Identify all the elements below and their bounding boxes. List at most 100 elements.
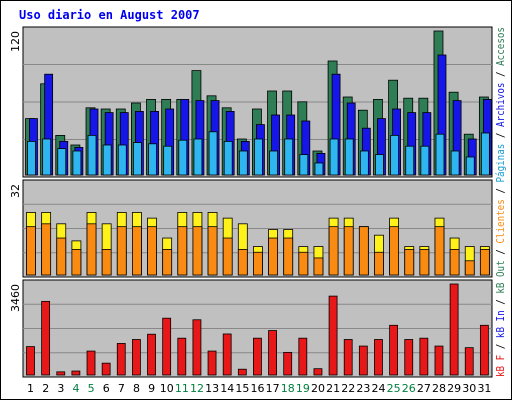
bar-archivos-day-22: [344, 138, 354, 176]
bar-archivos-day-24: [375, 154, 384, 176]
bar-kb-f-day-31: [479, 324, 489, 376]
legend-accesos: Accesos: [494, 27, 507, 66]
bar-archivos-day-20: [314, 162, 324, 176]
bar-accesos-day-1: [26, 226, 36, 276]
bar-accesos-day-26: [404, 249, 415, 276]
bar-archivos-day-19: [299, 154, 309, 176]
panel-clients: 32: [9, 179, 493, 278]
x-label-day-28: 28: [432, 382, 446, 395]
bar-accesos-day-13: [207, 226, 218, 276]
bar-accesos-day-14: [222, 237, 233, 276]
legend-kb-out: kB Out: [494, 260, 507, 293]
x-label-day-9: 9: [148, 382, 155, 395]
bar-accesos-day-25: [389, 226, 400, 276]
x-label-day-25: 25: [387, 382, 401, 395]
x-label-day-14: 14: [220, 382, 234, 395]
x-label-day-24: 24: [372, 382, 386, 395]
bar-archivos-day-14: [223, 140, 233, 176]
bar-kb-f-day-24: [374, 339, 383, 376]
bar-accesos-day-19: [298, 251, 309, 276]
bar-archivos-day-13: [208, 131, 218, 176]
bar-accesos-day-11: [177, 226, 188, 276]
bar-kb-f-day-22: [343, 339, 353, 376]
bar-accesos-day-24: [374, 251, 384, 276]
bar-accesos-day-3: [56, 237, 67, 276]
bar-accesos-day-31: [479, 249, 490, 276]
bar-kb-f-day-2: [41, 300, 51, 376]
bar-accesos-day-17: [268, 237, 278, 276]
bar-accesos-day-28: [434, 226, 445, 276]
bar-kb-f-day-14: [222, 333, 232, 376]
x-label-day-23: 23: [356, 382, 370, 395]
bar-kb-f-day-10: [162, 317, 172, 376]
x-label-day-19: 19: [296, 382, 310, 395]
panel-traffic-ymax-label: 3460: [9, 284, 22, 312]
legend-kb-in: kB In: [494, 310, 507, 338]
bar-archivos-day-1: [27, 140, 36, 176]
x-label-day-30: 30: [462, 382, 476, 395]
bar-accesos-day-5: [86, 223, 97, 276]
panel-visits-ymax-label: 120: [9, 31, 22, 52]
x-label-day-6: 6: [103, 382, 110, 395]
bar-archivos-day-10: [163, 145, 173, 176]
x-label-day-4: 4: [72, 382, 79, 395]
bar-kb-f-day-6: [101, 362, 111, 376]
panel-traffic: 3460: [9, 279, 493, 378]
bar-kb-f-day-15: [237, 368, 247, 376]
bar-accesos-day-18: [283, 237, 294, 276]
bar-kb-f-day-18: [283, 351, 293, 376]
x-label-day-29: 29: [447, 382, 461, 395]
bar-kb-f-day-29: [449, 283, 459, 376]
bar-accesos-day-12: [192, 226, 203, 276]
bar-archivos-day-18: [284, 138, 294, 176]
panel-visits: 120: [9, 26, 493, 178]
bar-archivos-day-31: [480, 132, 490, 176]
bar-kb-f-day-28: [434, 345, 444, 376]
bar-accesos-day-2: [41, 223, 52, 276]
x-label-day-8: 8: [133, 382, 140, 395]
bar-accesos-day-4: [71, 249, 82, 276]
bar-archivos-day-9: [148, 143, 157, 176]
bar-kb-f-day-11: [177, 337, 187, 376]
x-label-day-26: 26: [402, 382, 416, 395]
bar-kb-f-day-4: [71, 370, 81, 376]
bar-kb-f-day-26: [404, 339, 414, 376]
bar-accesos-day-15: [237, 249, 248, 276]
bar-kb-f-day-27: [419, 337, 429, 376]
bar-kb-f-day-30: [464, 347, 474, 376]
x-axis-labels: 1 2 3 4 5 6 7 8 9 10 11 12 13 14 15 16 17 18 19 20 21 22 23 24 2…: [27, 382, 491, 395]
bar-kb-f-day-3: [56, 371, 66, 376]
bar-archivos-day-4: [72, 150, 82, 176]
x-label-day-12: 12: [190, 382, 204, 395]
bar-archivos-day-15: [238, 150, 248, 176]
bar-archivos-day-30: [465, 156, 475, 176]
bar-archivos-day-25: [390, 134, 400, 176]
bar-kb-f-day-1: [26, 346, 35, 376]
x-label-day-18: 18: [281, 382, 295, 395]
x-label-day-7: 7: [118, 382, 125, 395]
x-label-day-21: 21: [326, 382, 340, 395]
bar-accesos-day-6: [101, 249, 112, 276]
bar-archivos-day-8: [132, 142, 142, 176]
bar-accesos-day-9: [147, 226, 157, 276]
bar-kb-f-day-9: [147, 333, 156, 376]
right-axis-legend: kB F / kB In / kB Out / Clientes / Págin…: [494, 27, 507, 377]
right-axis-labels: kB F / kB In / kB Out / Clientes / Págin…: [494, 27, 507, 377]
x-label-day-1: 1: [27, 382, 34, 395]
bar-accesos-day-20: [313, 257, 324, 276]
bar-archivos-day-6: [102, 144, 112, 176]
bar-archivos-day-21: [329, 138, 339, 176]
bar-archivos-day-5: [87, 134, 97, 176]
x-label-day-13: 13: [205, 382, 219, 395]
x-label-day-11: 11: [175, 382, 189, 395]
bar-archivos-day-17: [269, 150, 278, 176]
bar-archivos-day-27: [420, 145, 430, 176]
legend-p-ginas: Páginas: [494, 144, 507, 183]
bar-kb-f-day-7: [116, 343, 126, 376]
x-label-day-22: 22: [341, 382, 355, 395]
x-label-day-3: 3: [57, 382, 64, 395]
bar-accesos-day-7: [116, 226, 127, 276]
x-label-day-15: 15: [235, 382, 249, 395]
bar-accesos-day-27: [419, 249, 430, 276]
bar-kb-f-day-12: [192, 319, 202, 376]
